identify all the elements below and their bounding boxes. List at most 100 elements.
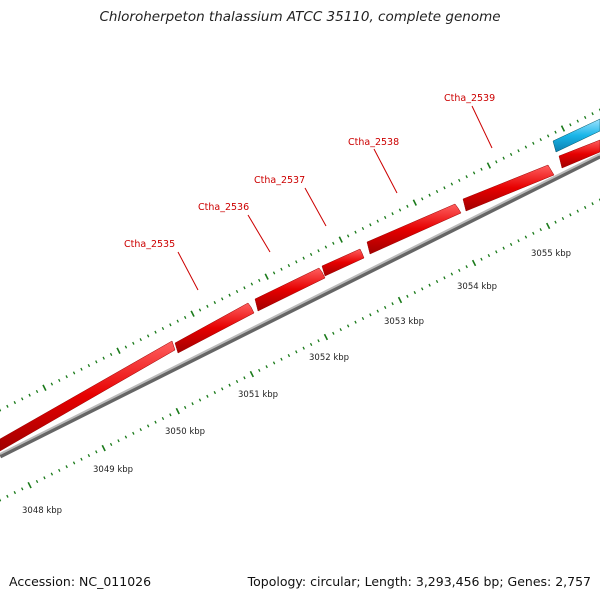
inner-tick-row [0,198,600,502]
minor-tick [146,334,150,338]
minor-tick [332,331,335,335]
minor-tick [102,356,105,360]
gene-arrow[interactable] [462,164,555,212]
minor-tick [169,413,172,417]
minor-tick [346,324,350,328]
minor-tick [243,376,246,380]
minor-tick [161,326,165,331]
minor-tick [58,378,61,382]
minor-tick [450,182,454,186]
minor-tick [280,357,283,361]
minor-tick [95,360,98,364]
minor-tick [221,297,224,301]
minor-tick [206,304,209,308]
minor-tick [583,205,587,209]
minor-tick [539,138,542,142]
minor-tick [65,375,68,379]
minor-tick [406,294,409,298]
minor-tick [80,457,83,461]
gene-label[interactable]: Ctha_2537 [254,175,305,186]
major-tick [27,481,32,489]
gene-arrow[interactable] [366,203,462,255]
minor-tick [272,271,276,275]
gene-track [0,118,600,452]
minor-tick [443,186,446,190]
major-tick [412,199,417,206]
minor-tick [258,278,261,282]
minor-tick [109,352,113,356]
minor-tick [576,119,579,123]
minor-tick [591,202,594,206]
minor-tick [198,308,202,312]
minor-tick [465,175,468,179]
minor-tick [72,461,76,465]
minor-tick [228,293,231,297]
minor-tick [421,287,424,291]
minor-tick [443,276,446,280]
minor-tick [28,393,31,397]
minor-tick [561,216,565,221]
minor-tick [6,404,9,408]
minor-tick [221,387,224,391]
kbp-label: 3054 kbp [457,282,497,292]
minor-tick [517,239,520,243]
minor-tick [191,402,194,406]
gene-arrow[interactable] [321,248,365,277]
minor-tick [228,383,231,387]
major-tick [101,444,106,452]
minor-tick [183,405,187,409]
minor-tick [287,264,291,268]
minor-tick [87,454,91,458]
minor-tick [154,420,157,424]
major-tick [397,296,403,304]
minor-tick [6,494,9,498]
major-tick [338,236,343,243]
minor-tick [206,394,209,398]
gene-arrow[interactable] [558,139,600,169]
minor-tick [421,197,424,201]
kbp-label: 3053 kbp [384,317,424,327]
minor-tick [124,345,128,349]
minor-tick [495,160,498,164]
minor-tick [332,241,335,245]
minor-tick [13,491,17,495]
minor-tick [213,301,217,305]
minor-tick [176,319,179,323]
minor-tick [554,130,557,134]
gene-labels: Ctha_2535 Ctha_2536 Ctha_2537 Ctha_2538 … [124,93,495,250]
minor-tick [383,215,387,219]
minor-tick [95,450,98,454]
gene-label[interactable]: Ctha_2536 [198,202,249,213]
minor-tick [235,379,239,384]
gene-label[interactable]: Ctha_2538 [348,137,399,148]
minor-tick [65,465,68,469]
minor-tick [376,219,379,223]
gene-arrow[interactable] [174,302,255,354]
minor-tick [480,167,483,171]
minor-tick [287,354,291,358]
gene-arrow[interactable] [254,267,326,312]
minor-tick [169,323,172,327]
gene-label[interactable]: Ctha_2535 [124,239,175,250]
minor-tick [583,115,587,119]
minor-tick [295,350,298,354]
major-tick [42,384,47,391]
minor-tick [502,156,505,160]
kbp-label: 3052 kbp [309,353,349,363]
gene-arrow[interactable] [0,340,176,452]
major-tick [249,370,254,378]
minor-tick [132,341,135,345]
kbp-label: 3048 kbp [22,506,62,516]
minor-tick [161,416,165,421]
minor-tick [43,476,46,480]
minor-tick [280,267,283,271]
minor-tick [21,487,24,491]
gene-arrow-reverse[interactable] [552,118,600,153]
minor-tick [428,283,431,287]
minor-tick [35,389,39,394]
minor-tick [50,382,54,386]
minor-tick [302,346,305,350]
gene-label[interactable]: Ctha_2539 [444,93,495,104]
minor-tick [258,368,261,372]
